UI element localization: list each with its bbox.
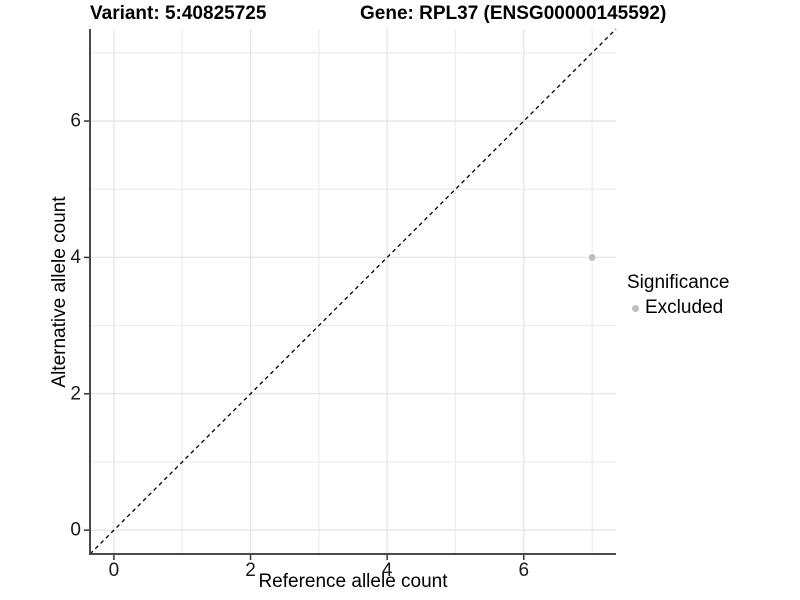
x-tick-label: 4: [382, 560, 393, 581]
plot-title-variant: Variant: 5:40825725: [90, 3, 267, 24]
x-axis-title: Reference allele count: [258, 571, 448, 592]
legend-item-excluded: Excluded: [627, 297, 729, 319]
legend: Significance Excluded: [627, 272, 729, 319]
y-axis-title: Alternative allele count: [49, 196, 70, 388]
x-tick-label: 6: [518, 560, 529, 581]
data-point: [588, 254, 596, 261]
y-tick-label: 0: [70, 520, 81, 541]
y-tick-label: 2: [70, 383, 81, 404]
legend-point-icon: [632, 304, 639, 312]
y-tick-label: 4: [70, 247, 81, 268]
legend-item-label: Excluded: [645, 297, 724, 318]
x-tick-label: 0: [109, 560, 120, 581]
plot-title-gene: Gene: RPL37 (ENSG00000145592): [360, 3, 667, 24]
legend-title: Significance: [627, 272, 730, 293]
identity-reference-line: [89, 28, 617, 555]
x-tick-label: 2: [245, 560, 256, 581]
y-tick-label: 6: [70, 111, 81, 132]
